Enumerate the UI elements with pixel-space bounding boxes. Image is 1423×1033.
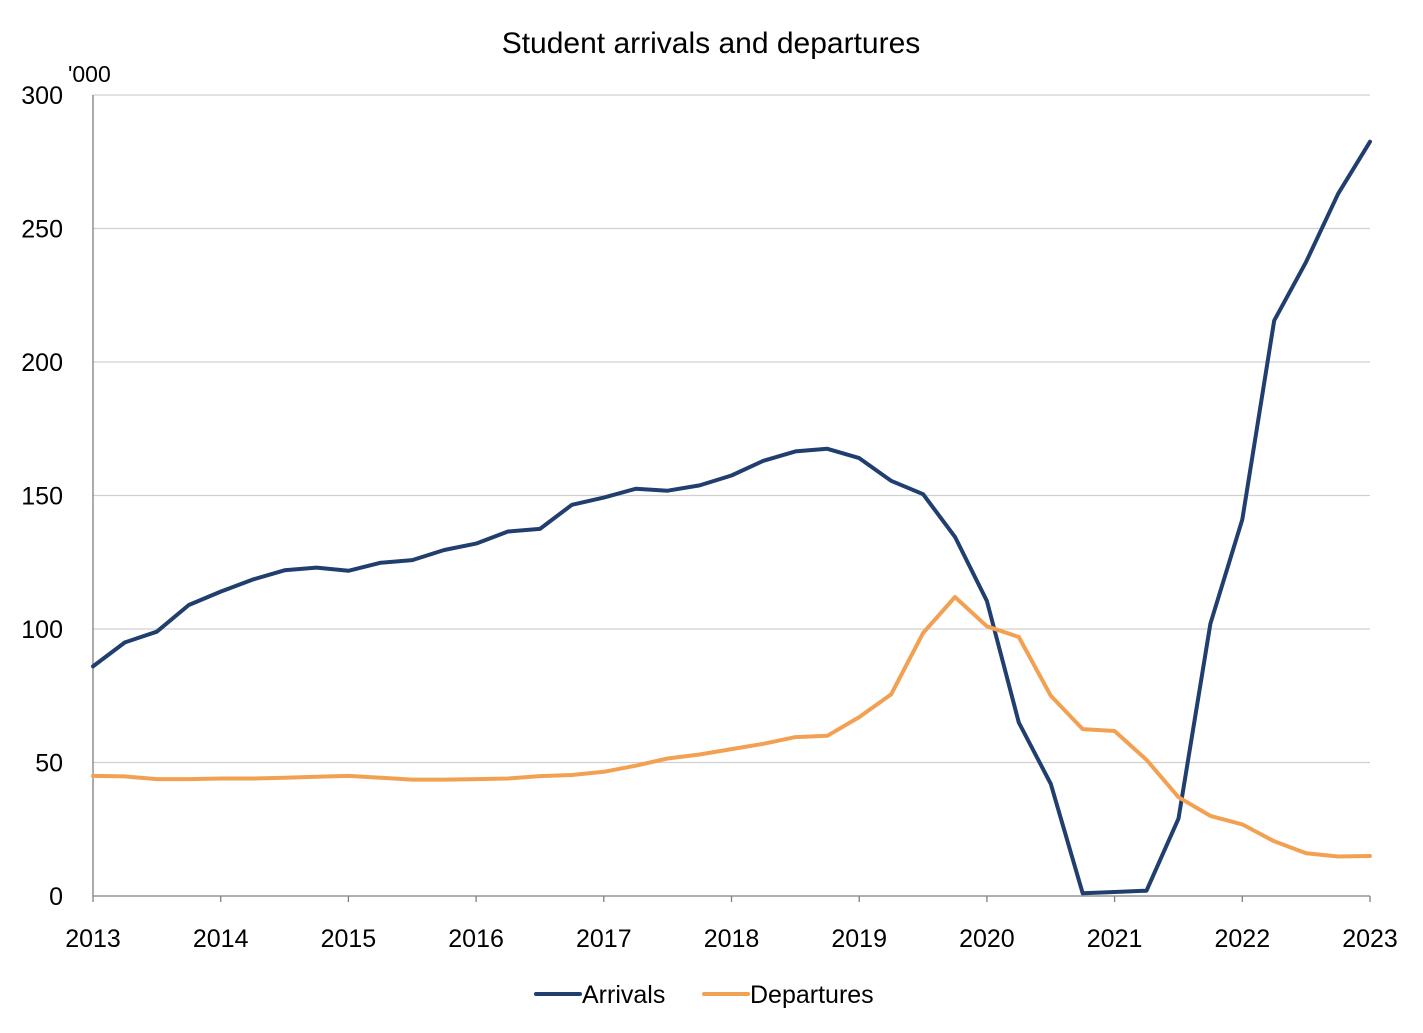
x-axis-ticks: 2013 2014 2015 2016 2017 2018 2019 2020 2021 2022… [65,896,1398,953]
y-axis-unit-label: '000 [68,61,111,87]
gridlines [93,94,1370,764]
y-tick-label: 0 [49,883,63,911]
x-tick-label: 2023 [1342,925,1398,953]
y-tick-label: 50 [35,750,63,778]
y-tick-label: 250 [21,216,63,244]
x-tick-label: 2016 [448,925,504,953]
y-tick-label: 200 [21,349,63,377]
y-axis-ticks: 0 50 100 150 200 250 300 [21,82,63,911]
x-tick-label: 2018 [704,925,760,953]
x-tick-label: 2015 [321,925,377,953]
y-tick-label: 100 [21,616,63,644]
x-tick-label: 2017 [576,925,632,953]
x-tick-label: 2019 [831,925,887,953]
legend-label-departures: Departures [750,981,874,1009]
x-tick-label: 2020 [959,925,1015,953]
x-tick-label: 2021 [1087,925,1143,953]
legend: Arrivals Departures [534,981,874,1009]
y-tick-label: 300 [21,82,63,110]
series-line-arrivals [91,139,1372,896]
x-tick-label: 2014 [193,925,249,953]
series-lines [91,139,1372,896]
y-tick-label: 150 [21,483,63,511]
legend-label-arrivals: Arrivals [582,981,665,1009]
series-line-departures [91,595,1372,859]
x-tick-label: 2022 [1214,925,1270,953]
chart-title: Student arrivals and departures [502,27,921,60]
x-tick-label: 2013 [65,925,121,953]
